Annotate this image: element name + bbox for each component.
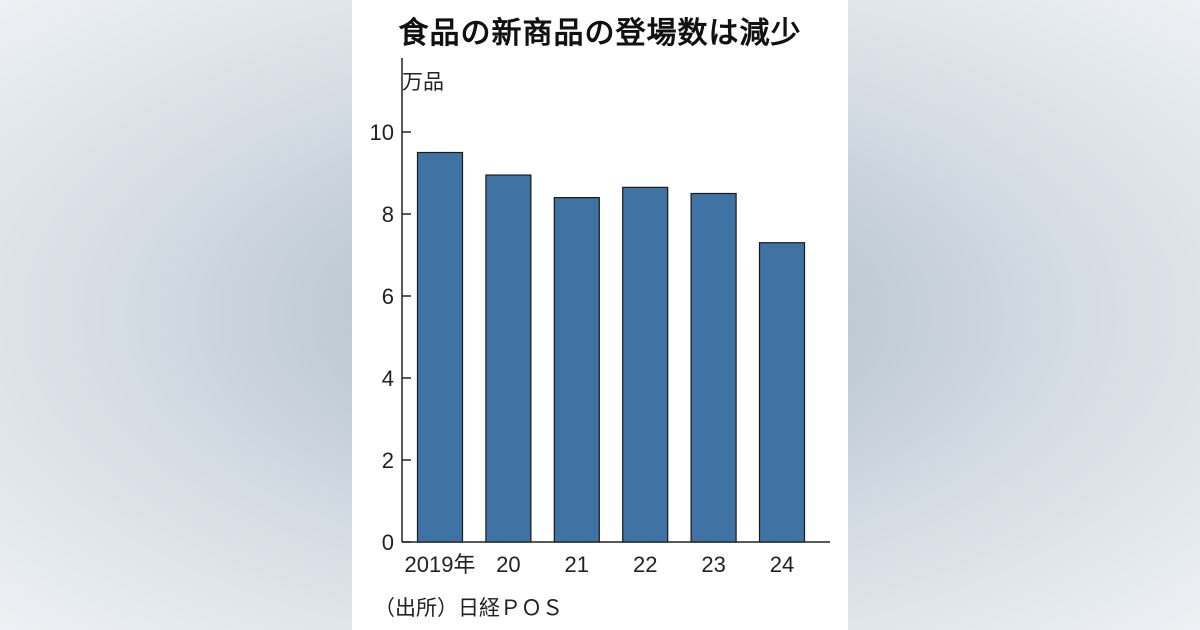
y-tick-label: 6 bbox=[382, 284, 394, 309]
chart-title: 食品の新商品の登場数は減少 bbox=[398, 16, 802, 51]
x-tick-label: 21 bbox=[565, 552, 589, 577]
bar bbox=[758, 242, 806, 543]
chart-card: 食品の新商品の登場数は減少 万品 0 2 4 6 8 10 2019年 20 21 22 23 24 … bbox=[352, 0, 848, 630]
x-tick-label: 20 bbox=[496, 552, 520, 577]
y-tick-label: 2 bbox=[382, 448, 394, 473]
y-tick-label: 8 bbox=[382, 202, 394, 227]
y-tick-label: 0 bbox=[382, 530, 394, 555]
source-note: （出所）日経ＰＯＳ bbox=[374, 596, 563, 620]
x-tick-label: 23 bbox=[701, 552, 725, 577]
bar bbox=[485, 174, 532, 543]
y-axis-unit-label: 万品 bbox=[402, 70, 444, 94]
x-tick-label: 22 bbox=[633, 552, 657, 577]
bar bbox=[416, 151, 464, 543]
x-tick-label: 24 bbox=[770, 552, 794, 577]
bar bbox=[690, 192, 737, 543]
bar bbox=[553, 197, 600, 543]
bar bbox=[622, 186, 669, 543]
x-tick-label: 2019年 bbox=[405, 552, 476, 577]
y-tick-label: 10 bbox=[370, 120, 394, 145]
y-tick-label: 4 bbox=[382, 366, 394, 391]
